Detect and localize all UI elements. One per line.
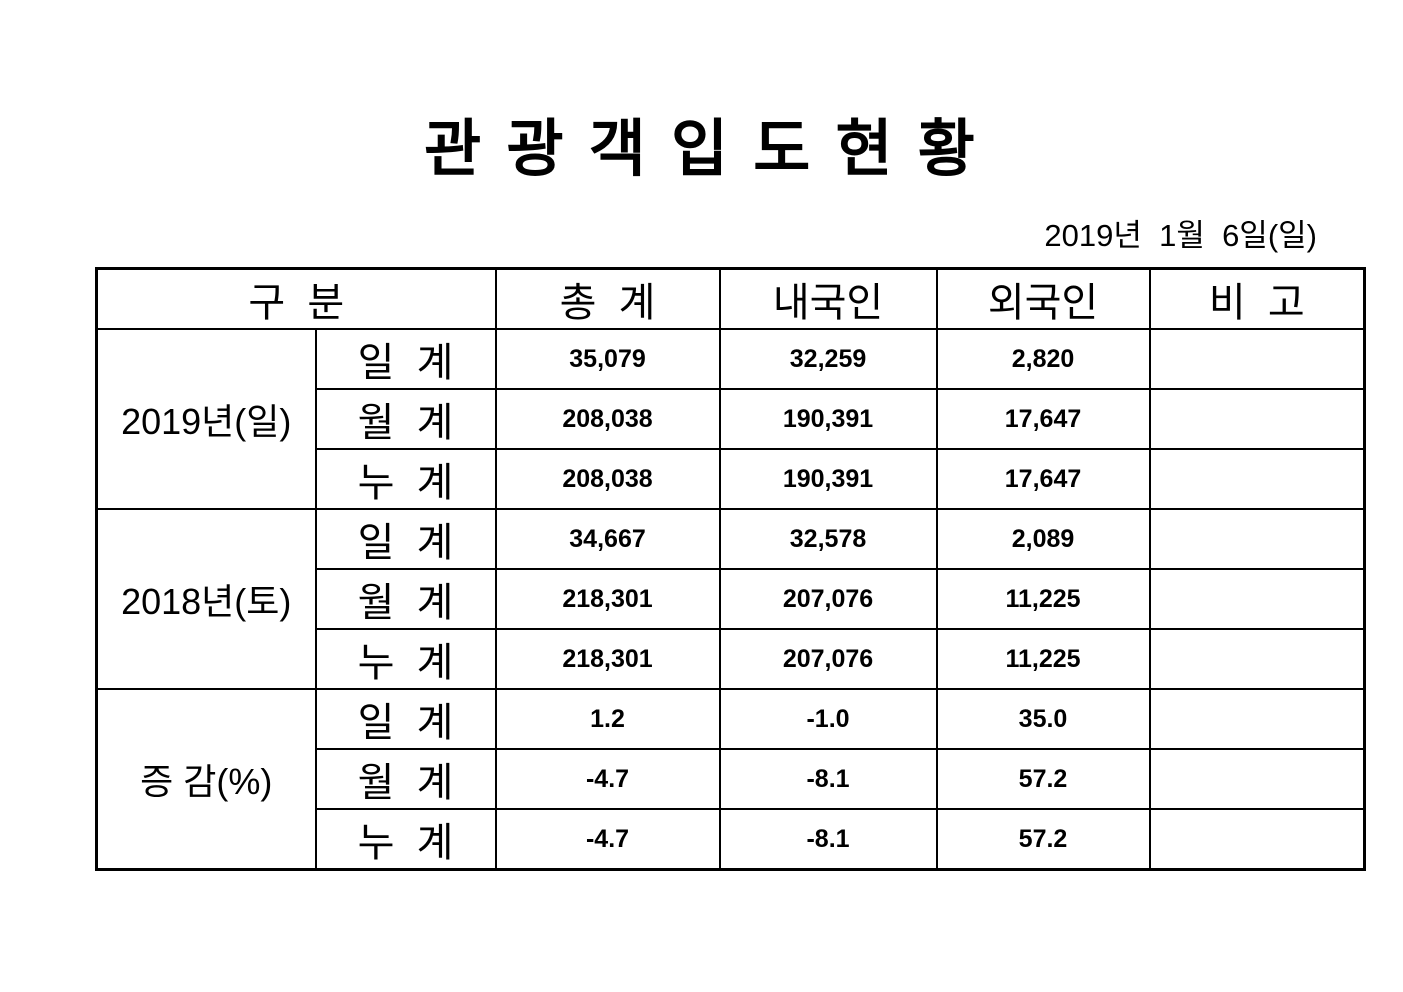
value-total: 218,301 <box>494 628 721 690</box>
row-label-cumulative: 누 계 <box>314 448 497 510</box>
group-label-2019: 2019년(일) <box>95 328 317 510</box>
group-label-change: 증 감(%) <box>95 688 317 871</box>
value-total: 218,301 <box>494 568 721 630</box>
value-foreign: 17,647 <box>935 388 1151 450</box>
table-row: 증 감(%) 일 계 1.2 -1.0 35.0 <box>95 688 1366 871</box>
note-cell <box>1148 328 1366 390</box>
value-domestic: 190,391 <box>718 448 938 510</box>
value-domestic: 190,391 <box>718 388 938 450</box>
row-label-cumulative: 누 계 <box>314 808 497 871</box>
report-date: 2019년 1월 6일(일) <box>1044 218 1317 253</box>
table-row: 누 계 -4.7 -8.1 57.2 <box>97 808 1366 871</box>
value-foreign: 17,647 <box>935 448 1151 510</box>
header-note: 비 고 <box>1148 267 1366 330</box>
note-cell <box>1148 568 1366 630</box>
value-total: 34,667 <box>494 508 721 570</box>
note-cell <box>1148 448 1366 510</box>
value-domestic: -8.1 <box>718 748 938 810</box>
value-foreign: 11,225 <box>935 568 1151 630</box>
value-foreign: 2,820 <box>935 328 1151 390</box>
note-cell <box>1148 628 1366 690</box>
table-row: 월 계 208,038 190,391 17,647 <box>97 388 1366 450</box>
table-row: 월 계 218,301 207,076 11,225 <box>97 568 1366 630</box>
header-total: 총 계 <box>494 267 721 330</box>
page-title: 관 광 객 입 도 현 황 <box>424 115 979 184</box>
note-cell <box>1148 688 1366 750</box>
row-label-daily: 일 계 <box>314 328 497 390</box>
value-domestic: -1.0 <box>718 688 938 750</box>
header-category: 구 분 <box>95 267 497 330</box>
value-foreign: 2,089 <box>935 508 1151 570</box>
value-total: 208,038 <box>494 388 721 450</box>
row-label-monthly: 월 계 <box>314 568 497 630</box>
tourist-stats-table: 구 분 총 계 내국인 외국인 비 고 2019년(일) 일 계 35,079 … <box>95 267 1367 871</box>
value-domestic: -8.1 <box>718 808 938 871</box>
row-label-daily: 일 계 <box>314 688 497 750</box>
row-label-monthly: 월 계 <box>314 748 497 810</box>
table-row: 월 계 -4.7 -8.1 57.2 <box>97 748 1366 810</box>
table-row: 누 계 208,038 190,391 17,647 <box>97 448 1366 510</box>
value-foreign: 57.2 <box>935 808 1151 871</box>
value-domestic: 207,076 <box>718 568 938 630</box>
table-row: 2019년(일) 일 계 35,079 32,259 2,820 <box>95 328 1366 510</box>
row-label-cumulative: 누 계 <box>314 628 497 690</box>
value-domestic: 32,578 <box>718 508 938 570</box>
row-label-monthly: 월 계 <box>314 388 497 450</box>
note-cell <box>1148 388 1366 450</box>
header-domestic: 내국인 <box>718 267 938 330</box>
group-label-2018: 2018년(토) <box>95 508 317 690</box>
value-foreign: 35.0 <box>935 688 1151 750</box>
note-cell <box>1148 748 1366 810</box>
value-domestic: 32,259 <box>718 328 938 390</box>
value-total: -4.7 <box>494 808 721 871</box>
value-foreign: 57.2 <box>935 748 1151 810</box>
header-foreign: 외국인 <box>935 267 1151 330</box>
value-total: 1.2 <box>494 688 721 750</box>
table-header-row: 구 분 총 계 내국인 외국인 비 고 <box>95 267 1366 330</box>
table-row: 2018년(토) 일 계 34,667 32,578 2,089 <box>95 508 1366 690</box>
value-foreign: 11,225 <box>935 628 1151 690</box>
value-total: 35,079 <box>494 328 721 390</box>
value-total: 208,038 <box>494 448 721 510</box>
note-cell <box>1148 508 1366 570</box>
table-row: 누 계 218,301 207,076 11,225 <box>97 628 1366 690</box>
note-cell <box>1148 808 1366 871</box>
value-total: -4.7 <box>494 748 721 810</box>
value-domestic: 207,076 <box>718 628 938 690</box>
row-label-daily: 일 계 <box>314 508 497 570</box>
